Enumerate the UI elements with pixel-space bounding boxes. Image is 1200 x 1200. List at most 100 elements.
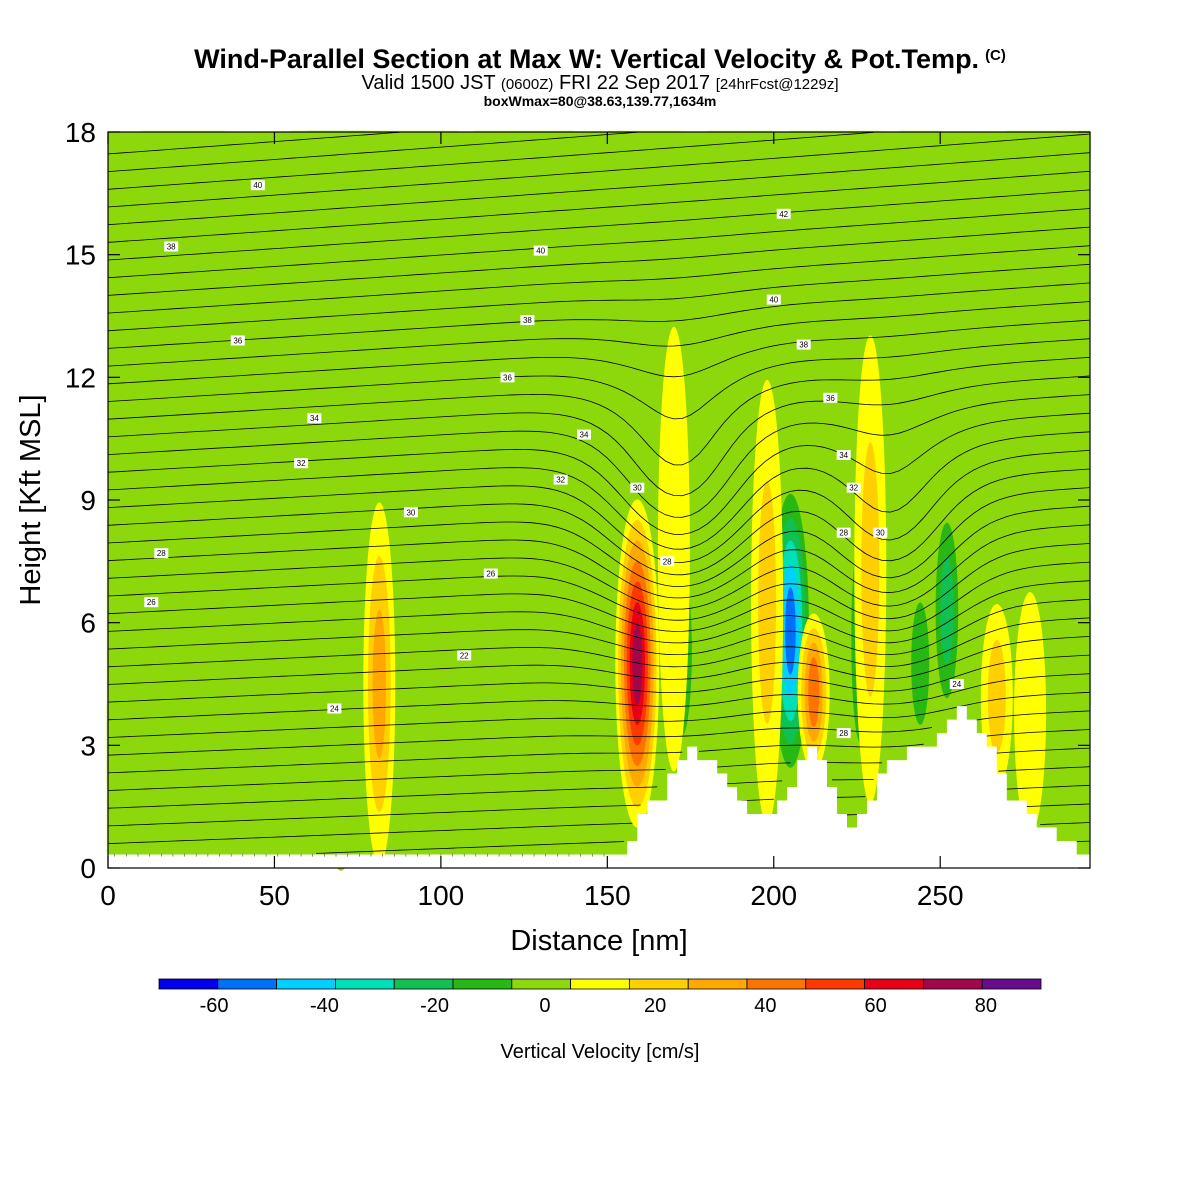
valid-time: Valid 1500 JST (0600Z) FRI 22 Sep 2017 [… <box>0 72 1200 95</box>
y-tick-label: 15 <box>65 240 96 271</box>
y-tick-label: 12 <box>65 362 96 393</box>
theta-label-bg <box>230 335 245 346</box>
theta-label: 30 <box>876 529 885 538</box>
theta-contour <box>107 617 1091 668</box>
theta-contour <box>107 208 1091 279</box>
theta-contour <box>823 762 882 764</box>
theta-contour <box>973 710 1091 721</box>
updraft-cell <box>1014 592 1047 834</box>
updraft-cell <box>372 609 386 759</box>
theta-label: 32 <box>556 476 565 485</box>
theta-contour <box>107 804 641 827</box>
chart-title-text: Wind-Parallel Section at Max W: Vertical… <box>194 44 980 74</box>
contour-labels: 40 38 36 34 32 30 28 26 24 40 38 36 34 32 30 28 26 22 42 40… <box>144 180 964 739</box>
theta-contour <box>107 654 1091 703</box>
theta-label: 36 <box>503 373 512 382</box>
colorbar-swatch <box>923 978 983 990</box>
theta-label-bg <box>520 315 535 326</box>
potential-temperature-contours <box>107 131 1091 854</box>
colorbar-swatch <box>276 978 336 990</box>
downdraft-cell <box>911 602 930 725</box>
theta-contour <box>107 133 1091 208</box>
theta-label: 22 <box>460 651 469 660</box>
valid-zulu: (0600Z) <box>500 76 554 93</box>
theta-contour <box>1023 803 1091 808</box>
colorbar-swatch <box>570 978 630 990</box>
theta-label: 24 <box>952 680 961 689</box>
theta-contour <box>107 131 400 155</box>
theta-label: 30 <box>406 508 415 517</box>
sinking-streak <box>900 132 994 419</box>
colorbar-tick-label: 80 <box>975 995 997 1017</box>
updraft-cell <box>987 639 1006 753</box>
theta-contour <box>107 505 1091 599</box>
y-tick-label: 18 <box>65 117 96 148</box>
theta-label-bg <box>836 450 851 460</box>
theta-contour <box>698 743 924 752</box>
colorbar-swatch <box>687 978 748 990</box>
theta-label: 38 <box>167 243 176 252</box>
y-axis-label: Height [Kft MSL] <box>15 394 47 605</box>
theta-contour <box>107 338 1091 420</box>
theta-label-bg <box>660 556 675 567</box>
y-tick-label: 0 <box>80 853 96 884</box>
theta-contour <box>107 636 1091 685</box>
theta-contour <box>107 561 1091 632</box>
theta-contour <box>107 691 1091 738</box>
colorbar-swatch <box>217 978 278 990</box>
theta-label-bg <box>250 180 265 191</box>
theta-label: 42 <box>779 210 788 219</box>
theta-label-bg <box>483 568 498 579</box>
valid-date: FRI 22 Sep 2017 <box>558 72 711 94</box>
x-tick-label: 200 <box>750 880 797 911</box>
sinking-streak <box>207 132 458 754</box>
theta-label: 30 <box>633 484 642 493</box>
colorbar-tick-label: 40 <box>754 995 776 1017</box>
theta-contour <box>107 189 1091 261</box>
theta-contour <box>107 727 932 756</box>
theta-contour <box>107 394 1091 518</box>
theta-contour <box>107 468 1091 576</box>
theta-contour <box>723 780 783 785</box>
theta-contour <box>107 598 1091 656</box>
colorbar-tick-label: 60 <box>864 995 886 1017</box>
theta-contour <box>107 245 1091 314</box>
theta-label-bg <box>457 650 472 661</box>
theta-label: 34 <box>839 451 848 460</box>
theta-contour <box>107 226 1091 296</box>
theta-contour <box>107 301 1091 367</box>
theta-contour <box>107 786 658 809</box>
theta-label-bg <box>327 703 342 714</box>
colorbar-tick-label: 20 <box>644 995 666 1017</box>
theta-label-bg <box>154 548 169 559</box>
downdraft-cell <box>325 701 357 871</box>
theta-label: 32 <box>849 484 858 493</box>
chart-title: Wind-Parallel Section at Max W: Vertical… <box>0 44 1200 75</box>
colorbar-tick-label: -40 <box>310 995 339 1017</box>
theta-contour <box>107 673 1091 721</box>
colorbar-swatch <box>981 978 1042 990</box>
theta-label: 24 <box>330 705 339 714</box>
forecast-info: [24hrFcst@1229z] <box>715 76 839 93</box>
sinking-streak <box>108 704 308 854</box>
theta-contour <box>715 762 791 768</box>
theta-contour <box>107 170 1091 243</box>
theta-contour <box>107 263 1091 332</box>
colorbar-tick-label: -20 <box>420 995 449 1017</box>
theta-contour <box>107 152 1091 226</box>
downdraft-cell <box>940 556 954 665</box>
theta-label-bg <box>403 507 418 518</box>
terrain <box>108 706 1090 868</box>
box-info: boxWmax=80@38.63,139.77,1634m <box>483 93 717 109</box>
theta-contour <box>107 282 1091 349</box>
x-tick-label: 250 <box>917 880 964 911</box>
theta-label-bg <box>873 527 888 538</box>
theta-label-bg <box>500 372 515 383</box>
theta-contour <box>990 747 1091 755</box>
theta-contour <box>1040 822 1091 825</box>
theta-label: 26 <box>486 570 495 579</box>
theta-label: 28 <box>157 549 166 558</box>
sinking-streak <box>1006 132 1090 337</box>
theta-label-bg <box>836 527 851 538</box>
